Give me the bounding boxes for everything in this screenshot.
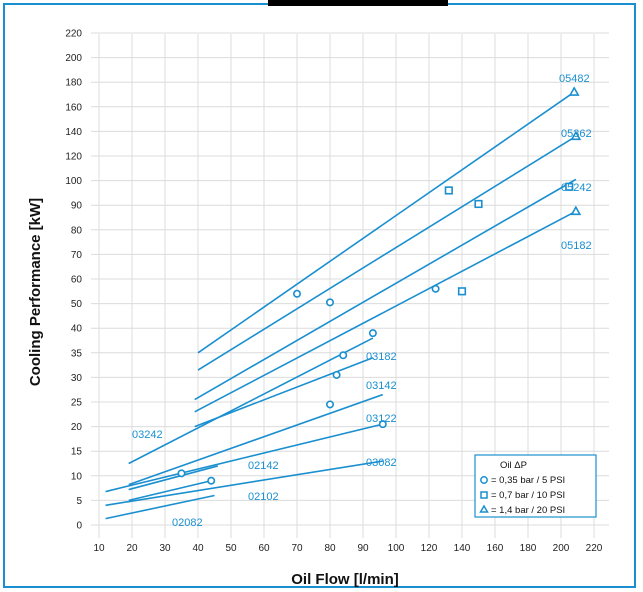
x-tick-label: 40 [192, 543, 204, 554]
x-tick-label: 100 [388, 543, 405, 554]
series-label-05362: 05362 [561, 128, 592, 140]
y-tick-label: 5 [76, 496, 82, 507]
series-label-05182: 05182 [561, 240, 592, 252]
y-tick-label: 220 [65, 29, 82, 40]
series-line-05182 [194, 210, 577, 413]
triangle-marker-05362 [570, 130, 582, 141]
series-line-02102 [128, 479, 212, 502]
series-label-05482: 05482 [559, 73, 590, 85]
legend-entry-circle: = 0,35 bar / 5 PSI [491, 475, 565, 486]
series-label-03142: 03142 [366, 380, 397, 392]
y-tick-label: 120 [65, 152, 82, 163]
series-label-02142: 02142 [248, 460, 279, 472]
y-tick-label: 80 [71, 225, 83, 236]
y-tick-label: 180 [65, 78, 82, 89]
series-line-03122 [105, 423, 383, 493]
circle-marker-05362 [325, 298, 334, 307]
series-lines-layer [105, 91, 577, 520]
legend-title: Oil ΔP [500, 460, 527, 471]
x-tick-label: 20 [126, 543, 138, 554]
circle-marker-03182 [332, 370, 341, 379]
markers-layer [177, 86, 582, 485]
triangle-marker-05182 [570, 205, 582, 216]
x-tick-label: 80 [324, 543, 336, 554]
x-tick-label: 160 [487, 543, 504, 554]
y-tick-label: 30 [71, 373, 83, 384]
square-marker-05482 [444, 186, 453, 195]
x-tick-label: 30 [159, 543, 171, 554]
legend-triangle-icon [479, 504, 489, 513]
circle-marker-03182 [339, 351, 348, 360]
y-axis-title: Cooling Performance [kW] [27, 198, 44, 386]
x-tick-label: 140 [454, 543, 471, 554]
legend-square-icon [480, 491, 488, 499]
series-label-03242: 03242 [132, 429, 163, 441]
y-tick-label: 70 [71, 250, 83, 261]
y-tick-label: 35 [71, 348, 83, 359]
y-tick-label: 25 [71, 398, 83, 409]
grid-layer [91, 32, 609, 538]
series-label-03182: 03182 [366, 351, 397, 363]
x-tick-label: 200 [553, 543, 570, 554]
y-tick-label: 90 [71, 201, 83, 212]
x-tick-label: 180 [520, 543, 537, 554]
series-label-03122: 03122 [366, 413, 397, 425]
y-tick-label: 160 [65, 102, 82, 113]
x-tick-label: 90 [357, 543, 369, 554]
circle-marker-05242 [431, 284, 440, 293]
square-marker-05362 [474, 199, 483, 209]
y-tick-label: 60 [71, 275, 83, 286]
series-line-02142 [128, 465, 219, 491]
legend-entry-triangle: = 1,4 bar / 20 PSI [491, 505, 565, 516]
series-line-03082 [105, 460, 383, 507]
series-line-05242 [194, 178, 577, 401]
y-tick-label: 100 [65, 176, 82, 187]
series-label-05242: 05242 [561, 182, 592, 194]
series-label-02082: 02082 [172, 517, 203, 529]
square-marker-05182 [457, 287, 467, 296]
circle-marker-03082 [177, 469, 186, 478]
series-label-03082: 03082 [366, 457, 397, 469]
legend-circle-icon [480, 476, 488, 484]
series-label-02102: 02102 [248, 491, 279, 503]
series-line-03142 [128, 393, 384, 486]
x-axis-title: Oil Flow [l/min] [291, 571, 399, 588]
y-tick-label: 140 [65, 127, 82, 138]
x-tick-label: 120 [421, 543, 438, 554]
triangle-marker-05482 [568, 86, 580, 96]
y-tick-label: 200 [65, 53, 82, 64]
x-tick-label: 50 [225, 543, 237, 554]
y-tick-label: 0 [76, 521, 82, 532]
series-line-02082 [105, 494, 215, 520]
top-edge-tab [268, 0, 448, 6]
circle-marker-03122 [378, 420, 387, 429]
circle-marker-05482 [292, 289, 301, 298]
series-line-03242 [128, 337, 374, 465]
y-tick-label: 50 [71, 299, 83, 310]
tick-labels-layer: 10 20 30 40 50 60 70 80 90 100 120 140 160 180 200 2200… [65, 29, 602, 555]
x-tick-label: 60 [258, 543, 270, 554]
series-line-05362 [197, 135, 577, 371]
x-tick-label: 70 [291, 543, 303, 554]
circle-marker-03142 [325, 400, 334, 409]
y-tick-label: 15 [71, 447, 83, 458]
y-tick-label: 10 [71, 471, 83, 482]
legend: Oil ΔP = 0,35 bar / 5 PSI = 0,7 bar / 10… [474, 454, 597, 518]
y-tick-label: 20 [71, 422, 83, 433]
circle-marker-03182 [368, 329, 377, 338]
circle-marker-02102 [207, 476, 216, 485]
legend-entry-square: = 0,7 bar / 10 PSI [491, 490, 565, 501]
series-labels-layer: 02082 02102 02142 03082 03122 03142 03182 03242… [132, 73, 592, 529]
x-tick-label: 10 [93, 543, 105, 554]
y-tick-label: 40 [71, 324, 83, 335]
square-marker-05242 [565, 182, 574, 191]
x-tick-label: 220 [586, 543, 603, 554]
series-line-05482 [197, 91, 575, 354]
legend-box [474, 454, 597, 518]
